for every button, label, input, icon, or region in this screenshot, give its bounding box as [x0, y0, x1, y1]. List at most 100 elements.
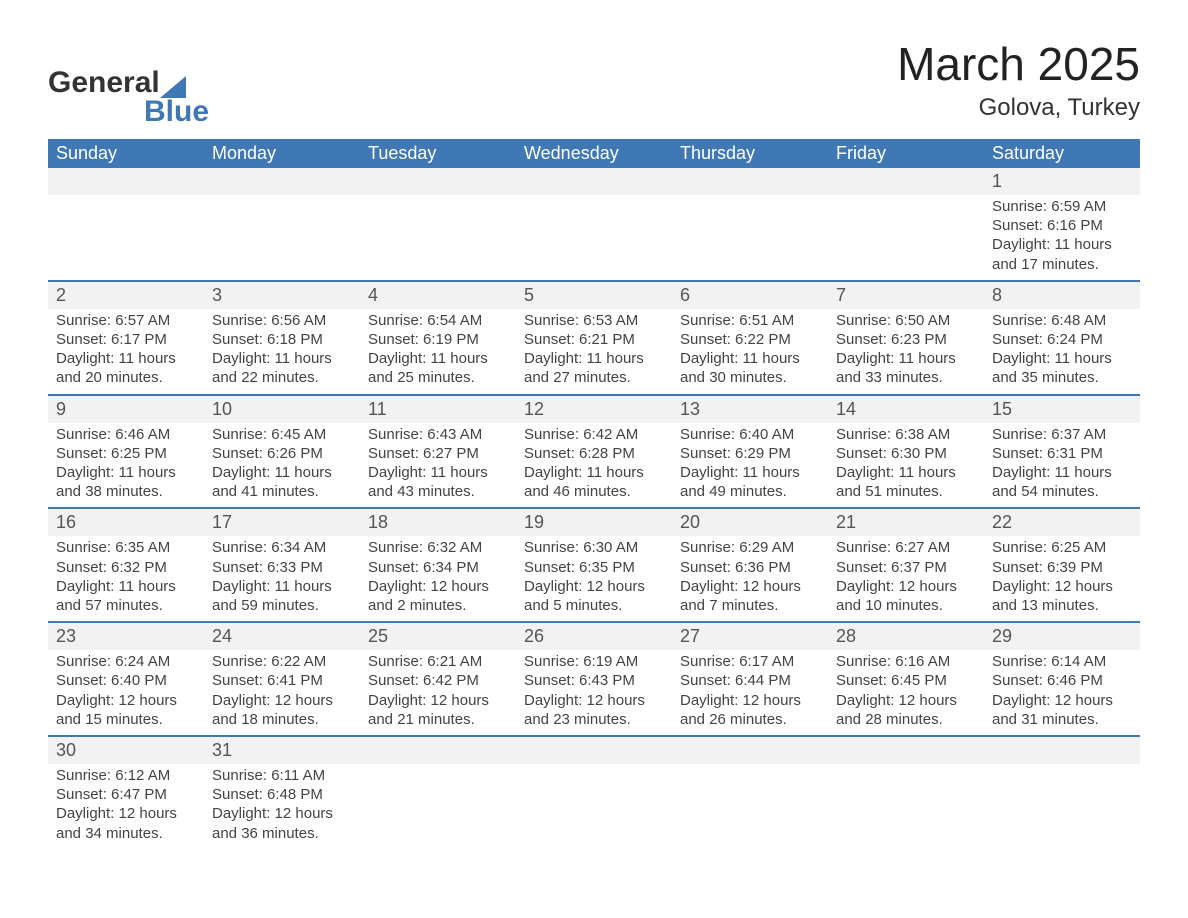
- sunrise-text: Sunrise: 6:32 AM: [368, 538, 508, 557]
- day2-text: and 57 minutes.: [56, 596, 196, 615]
- sunrise-text: Sunrise: 6:38 AM: [836, 425, 976, 444]
- sunrise-text: Sunrise: 6:12 AM: [56, 766, 196, 785]
- sunrise-text: Sunrise: 6:56 AM: [212, 311, 352, 330]
- day-number: [984, 736, 1140, 764]
- day2-text: and 36 minutes.: [212, 824, 352, 843]
- day-cell: Sunrise: 6:24 AMSunset: 6:40 PMDaylight:…: [48, 650, 204, 736]
- day-number: [360, 736, 516, 764]
- day1-text: Daylight: 12 hours: [680, 691, 820, 710]
- day-number: 21: [828, 508, 984, 536]
- sunrise-text: Sunrise: 6:29 AM: [680, 538, 820, 557]
- day-cell: Sunrise: 6:16 AMSunset: 6:45 PMDaylight:…: [828, 650, 984, 736]
- day2-text: and 27 minutes.: [524, 368, 664, 387]
- sunrise-text: Sunrise: 6:35 AM: [56, 538, 196, 557]
- day-number: [204, 168, 360, 195]
- sunset-text: Sunset: 6:31 PM: [992, 444, 1132, 463]
- sunset-text: Sunset: 6:23 PM: [836, 330, 976, 349]
- day-cell: Sunrise: 6:19 AMSunset: 6:43 PMDaylight:…: [516, 650, 672, 736]
- day-cell: Sunrise: 6:27 AMSunset: 6:37 PMDaylight:…: [828, 536, 984, 622]
- day2-text: and 54 minutes.: [992, 482, 1132, 501]
- day1-text: Daylight: 11 hours: [680, 349, 820, 368]
- header: General Blue March 2025 Golova, Turkey: [48, 40, 1140, 125]
- day1-text: Daylight: 11 hours: [56, 463, 196, 482]
- sunrise-text: Sunrise: 6:59 AM: [992, 197, 1132, 216]
- day-number: 26: [516, 622, 672, 650]
- day1-text: Daylight: 12 hours: [524, 691, 664, 710]
- day2-text: and 46 minutes.: [524, 482, 664, 501]
- day1-text: Daylight: 11 hours: [680, 463, 820, 482]
- day1-text: Daylight: 11 hours: [212, 349, 352, 368]
- sunset-text: Sunset: 6:41 PM: [212, 671, 352, 690]
- sunset-text: Sunset: 6:24 PM: [992, 330, 1132, 349]
- day-number-row: 3031: [48, 736, 1140, 764]
- day-number: 29: [984, 622, 1140, 650]
- day-number: [360, 168, 516, 195]
- day2-text: and 34 minutes.: [56, 824, 196, 843]
- day2-text: and 49 minutes.: [680, 482, 820, 501]
- day-cell: [48, 195, 204, 281]
- sunrise-text: Sunrise: 6:14 AM: [992, 652, 1132, 671]
- day-detail-row: Sunrise: 6:12 AMSunset: 6:47 PMDaylight:…: [48, 764, 1140, 849]
- day-number: 9: [48, 395, 204, 423]
- sunrise-text: Sunrise: 6:46 AM: [56, 425, 196, 444]
- day-cell: Sunrise: 6:46 AMSunset: 6:25 PMDaylight:…: [48, 423, 204, 509]
- day-number: 17: [204, 508, 360, 536]
- day-cell: Sunrise: 6:57 AMSunset: 6:17 PMDaylight:…: [48, 309, 204, 395]
- day-number: [672, 736, 828, 764]
- day-number: 23: [48, 622, 204, 650]
- sunrise-text: Sunrise: 6:21 AM: [368, 652, 508, 671]
- weekday-header: Sunday: [48, 139, 204, 168]
- day-cell: Sunrise: 6:56 AMSunset: 6:18 PMDaylight:…: [204, 309, 360, 395]
- day-number: 15: [984, 395, 1140, 423]
- sunrise-text: Sunrise: 6:19 AM: [524, 652, 664, 671]
- day1-text: Daylight: 12 hours: [524, 577, 664, 596]
- location-label: Golova, Turkey: [897, 94, 1140, 122]
- day-number: [828, 736, 984, 764]
- day2-text: and 10 minutes.: [836, 596, 976, 615]
- sunset-text: Sunset: 6:25 PM: [56, 444, 196, 463]
- day-number-row: 1: [48, 168, 1140, 195]
- day1-text: Daylight: 11 hours: [56, 577, 196, 596]
- sunrise-text: Sunrise: 6:30 AM: [524, 538, 664, 557]
- day-number-row: 9101112131415: [48, 395, 1140, 423]
- logo: General Blue: [48, 68, 209, 125]
- day2-text: and 41 minutes.: [212, 482, 352, 501]
- weekday-header: Thursday: [672, 139, 828, 168]
- day-detail-row: Sunrise: 6:59 AMSunset: 6:16 PMDaylight:…: [48, 195, 1140, 281]
- sunset-text: Sunset: 6:30 PM: [836, 444, 976, 463]
- day-cell: Sunrise: 6:59 AMSunset: 6:16 PMDaylight:…: [984, 195, 1140, 281]
- day-cell: Sunrise: 6:30 AMSunset: 6:35 PMDaylight:…: [516, 536, 672, 622]
- day-number: 4: [360, 281, 516, 309]
- day1-text: Daylight: 11 hours: [212, 577, 352, 596]
- day-number-row: 16171819202122: [48, 508, 1140, 536]
- day2-text: and 33 minutes.: [836, 368, 976, 387]
- sunset-text: Sunset: 6:44 PM: [680, 671, 820, 690]
- day-cell: [516, 195, 672, 281]
- sunrise-text: Sunrise: 6:27 AM: [836, 538, 976, 557]
- sunset-text: Sunset: 6:42 PM: [368, 671, 508, 690]
- sunset-text: Sunset: 6:28 PM: [524, 444, 664, 463]
- day1-text: Daylight: 11 hours: [992, 235, 1132, 254]
- day-number: 1: [984, 168, 1140, 195]
- day-cell: Sunrise: 6:38 AMSunset: 6:30 PMDaylight:…: [828, 423, 984, 509]
- sunrise-text: Sunrise: 6:22 AM: [212, 652, 352, 671]
- day2-text: and 26 minutes.: [680, 710, 820, 729]
- day1-text: Daylight: 11 hours: [524, 349, 664, 368]
- sunrise-text: Sunrise: 6:16 AM: [836, 652, 976, 671]
- day2-text: and 7 minutes.: [680, 596, 820, 615]
- day-number: 3: [204, 281, 360, 309]
- day-cell: Sunrise: 6:34 AMSunset: 6:33 PMDaylight:…: [204, 536, 360, 622]
- day2-text: and 25 minutes.: [368, 368, 508, 387]
- day-number: 7: [828, 281, 984, 309]
- day2-text: and 13 minutes.: [992, 596, 1132, 615]
- day2-text: and 5 minutes.: [524, 596, 664, 615]
- day-number: 24: [204, 622, 360, 650]
- day-number: 14: [828, 395, 984, 423]
- day-number: [48, 168, 204, 195]
- day1-text: Daylight: 11 hours: [368, 463, 508, 482]
- sunrise-text: Sunrise: 6:43 AM: [368, 425, 508, 444]
- sunrise-text: Sunrise: 6:51 AM: [680, 311, 820, 330]
- day-cell: [360, 764, 516, 849]
- day1-text: Daylight: 12 hours: [212, 691, 352, 710]
- sunrise-text: Sunrise: 6:17 AM: [680, 652, 820, 671]
